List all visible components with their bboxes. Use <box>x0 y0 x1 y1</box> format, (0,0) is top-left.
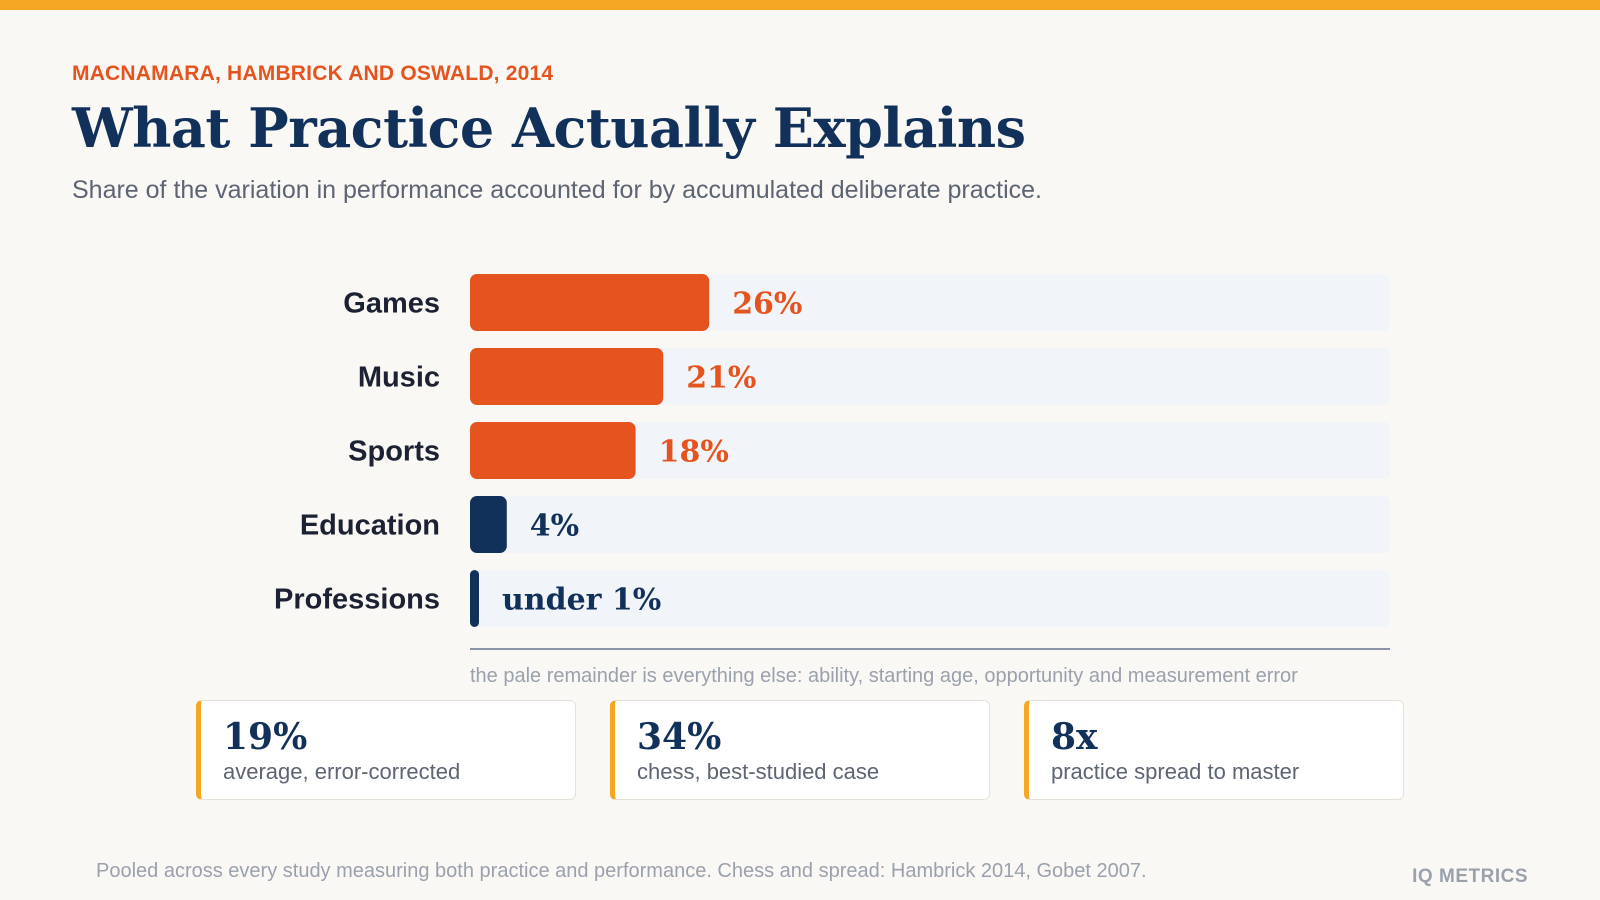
stat-label: practice spread to master <box>1051 759 1300 784</box>
bar-education <box>470 496 507 553</box>
stat-card-spread: 8x practice spread to master <box>1024 700 1404 800</box>
bar-professions <box>470 570 479 627</box>
stat-value: 8x <box>1051 716 1098 758</box>
bar-track <box>470 348 1390 405</box>
stat-label: average, error-corrected <box>223 759 461 784</box>
brand-logo-text: IQ METRICS <box>1412 866 1528 887</box>
footnote: Pooled across every study measuring both… <box>96 860 1147 882</box>
bar-track <box>470 570 1390 627</box>
bar-sports <box>470 422 636 479</box>
value-label: 18% <box>659 435 729 470</box>
bar-track <box>470 422 1390 479</box>
page-title: What Practice Actually Explains <box>72 96 1026 160</box>
stat-card-average: 19% average, error-corrected <box>196 700 576 800</box>
bar-music <box>470 348 664 405</box>
chart-note: the pale remainder is everything else: a… <box>470 665 1298 687</box>
category-label: Sports <box>348 436 440 468</box>
bar-games <box>470 274 710 331</box>
stats-row: 19% average, error-corrected 34% chess, … <box>196 700 1404 800</box>
page-subtitle: Share of the variation in performance ac… <box>72 176 1042 204</box>
category-label: Professions <box>274 584 440 616</box>
value-label: 26% <box>732 287 802 322</box>
stat-card-chess: 34% chess, best-studied case <box>610 700 990 800</box>
bar-track <box>470 496 1390 553</box>
value-label: under 1% <box>502 583 661 618</box>
category-label: Games <box>343 288 440 320</box>
source-eyebrow: MACNAMARA, HAMBRICK AND OSWALD, 2014 <box>72 62 554 85</box>
stat-value: 19% <box>223 716 308 758</box>
category-label: Music <box>358 362 440 394</box>
stat-label: chess, best-studied case <box>637 759 880 784</box>
value-label: 21% <box>686 361 756 396</box>
top-accent-rule <box>0 0 1600 10</box>
value-label: 4% <box>530 509 579 544</box>
stat-value: 34% <box>637 716 722 758</box>
category-label: Education <box>300 510 440 542</box>
